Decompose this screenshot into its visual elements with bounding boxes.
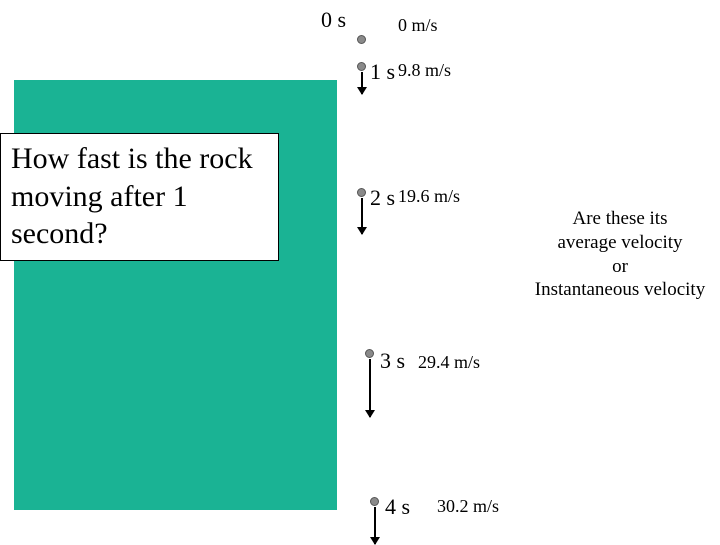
velocity-arrow: [369, 359, 371, 417]
velocity-arrow: [374, 507, 376, 544]
sidenote-line: average velocity: [520, 231, 720, 255]
rock-marker: [365, 349, 374, 358]
velocity-arrow: [361, 198, 363, 234]
sidenote-line: or: [520, 255, 720, 279]
rock-marker: [357, 188, 366, 197]
time-label: 2 s: [370, 185, 395, 211]
time-label: 3 s: [380, 348, 405, 374]
rock-marker: [370, 497, 379, 506]
time-label: 1 s: [370, 59, 395, 85]
velocity-arrow: [361, 72, 363, 94]
velocity-label: 30.2 m/s: [437, 496, 499, 517]
time-label: 0 s: [321, 7, 346, 33]
velocity-label: 0 m/s: [398, 15, 438, 36]
velocity-label: 29.4 m/s: [418, 352, 480, 373]
question-box: How fast is the rock moving after 1 seco…: [0, 133, 279, 261]
rock-marker: [357, 35, 366, 44]
sidenote-line: Instantaneous velocity: [520, 278, 720, 302]
sidenote: Are these itsaverage velocityorInstantan…: [520, 207, 720, 302]
rock-marker: [357, 62, 366, 71]
question-text: How fast is the rock moving after 1 seco…: [11, 142, 253, 250]
sidenote-line: Are these its: [520, 207, 720, 231]
velocity-label: 9.8 m/s: [398, 60, 451, 81]
velocity-label: 19.6 m/s: [398, 186, 460, 207]
time-label: 4 s: [385, 494, 410, 520]
